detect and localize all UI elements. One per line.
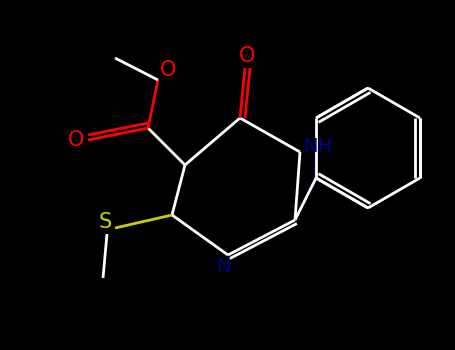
- Text: N: N: [216, 258, 230, 277]
- Text: O: O: [239, 46, 255, 66]
- Text: S: S: [98, 212, 111, 232]
- Text: O: O: [68, 130, 84, 150]
- Text: NH: NH: [303, 138, 333, 156]
- Text: O: O: [160, 60, 176, 80]
